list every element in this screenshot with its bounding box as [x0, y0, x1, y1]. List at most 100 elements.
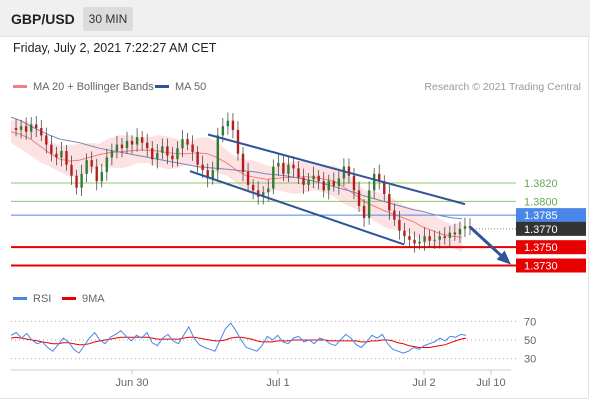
candle-body: [388, 194, 391, 211]
candle-body: [352, 175, 356, 191]
candle-body: [277, 162, 280, 167]
candle-body: [372, 173, 376, 191]
candle-body: [322, 181, 325, 191]
candle-body: [125, 140, 129, 149]
candle-body: [211, 170, 214, 179]
candle-body: [14, 128, 18, 130]
legend-ma20-swatch: [13, 85, 27, 88]
candle-body: [251, 184, 255, 191]
candle-body: [151, 148, 154, 160]
level-label-1.3820: 1.3820: [524, 178, 558, 190]
candle-body: [443, 236, 446, 239]
legend-rsi-swatch: [13, 297, 27, 300]
candle-body: [302, 177, 305, 185]
candle-body: [130, 140, 134, 145]
candle-body: [201, 164, 204, 171]
candle-body: [50, 144, 53, 154]
symbol-label: GBP/USD: [11, 11, 75, 27]
candle-body: [65, 150, 68, 165]
credit-text: Research © 2021 Trading Central: [424, 81, 581, 93]
candle-body: [463, 226, 467, 229]
channel-lower-line: [189, 170, 405, 246]
rsi-level-label-30: 30: [524, 354, 536, 366]
candle-body: [453, 232, 457, 235]
candle-body: [398, 219, 401, 231]
candle-body: [135, 137, 139, 145]
candle-body: [408, 236, 411, 240]
rsi-level-label-50: 50: [524, 335, 536, 347]
candle-body: [100, 172, 103, 182]
candle-body: [166, 146, 169, 156]
candle-body: [327, 181, 330, 191]
candle-body: [55, 153, 58, 158]
candle-body: [413, 239, 416, 244]
candle-body: [120, 144, 124, 149]
candle-body: [140, 137, 144, 143]
chart-header: GBP/USD 30 MIN: [0, 0, 590, 37]
candle-body: [191, 144, 194, 152]
level-label-1.3750: 1.3750: [524, 242, 558, 254]
candle-body: [267, 188, 270, 193]
candle-body: [110, 150, 114, 158]
candle-body: [95, 166, 98, 182]
rsi-9ma-line: [10, 336, 467, 348]
candle-body: [378, 173, 381, 182]
candle-body: [438, 236, 441, 240]
rsi-plot: 70 50 30: [10, 316, 536, 366]
candle-body: [216, 135, 220, 171]
candle-body: [458, 228, 462, 235]
level-tag-1.3770: [516, 221, 586, 236]
candle-body: [156, 152, 159, 160]
candle-body: [261, 192, 265, 197]
candle-body: [428, 236, 431, 241]
candle-body: [75, 175, 78, 188]
candle-body: [70, 164, 73, 176]
candle-body: [342, 166, 346, 179]
candle-body: [181, 139, 184, 149]
candle-body: [433, 239, 436, 241]
chart-frame: [0, 36, 589, 399]
candle-body: [80, 173, 83, 188]
level-tag-1.3750: [516, 240, 586, 255]
x-tick-label: Jul 1: [266, 377, 289, 389]
price-plot: 1.3820 1.3800 1.3785 1.3770 1.3750 1.3730: [10, 112, 586, 273]
candle-body: [29, 124, 33, 132]
candle-body: [105, 157, 109, 173]
candle-body: [448, 232, 452, 239]
level-label-1.3770: 1.3770: [524, 224, 558, 236]
timestamp: Friday, July 2, 2021 7:22:27 AM CET: [13, 41, 217, 55]
channel-upper-line: [207, 133, 466, 206]
candle-body: [282, 162, 285, 174]
level-label-1.3785: 1.3785: [524, 210, 558, 222]
x-tick-label: Jul 2: [412, 377, 435, 389]
level-tag-1.3785: [516, 208, 586, 223]
candle-body: [40, 128, 43, 136]
candle-body: [145, 142, 149, 149]
candle-body: [403, 230, 406, 237]
candle-body: [196, 151, 199, 165]
candle-body: [241, 153, 245, 173]
legend-ma20-label: MA 20 + Bollinger Bands: [33, 81, 154, 93]
timeframe-button[interactable]: 30 MIN: [83, 7, 133, 31]
candle-body: [226, 120, 230, 127]
candle-body: [347, 166, 351, 176]
candle-body: [423, 236, 426, 242]
candle-body: [307, 179, 310, 185]
candle-body: [418, 241, 421, 244]
candle-body: [176, 148, 179, 160]
forecast-arrow-head: [496, 250, 511, 265]
legend-ma50-swatch: [155, 85, 169, 88]
legend-9ma-swatch: [62, 297, 76, 300]
candle-body: [337, 178, 341, 186]
x-tick-label: Jun 30: [115, 377, 148, 389]
candle-body: [292, 164, 295, 169]
candle-body: [186, 139, 189, 145]
candle-body: [362, 205, 366, 218]
candle-body: [317, 175, 320, 182]
legend-9ma-label: 9MA: [82, 293, 105, 305]
legend-rsi-label: RSI: [33, 293, 51, 305]
candle-body: [297, 168, 300, 178]
candle-body: [24, 126, 28, 132]
candle-body: [287, 164, 290, 174]
